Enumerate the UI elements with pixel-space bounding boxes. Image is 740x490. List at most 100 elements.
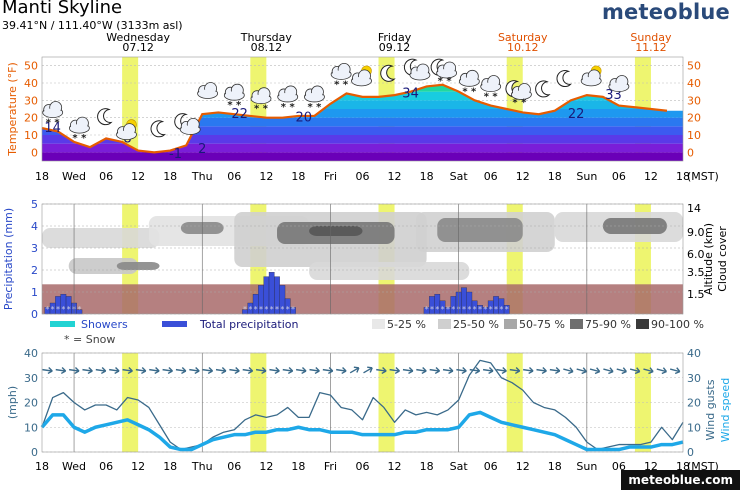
cloud-cover-patch bbox=[309, 262, 470, 280]
wind-tick-right: 20 bbox=[687, 397, 701, 410]
snow-marker: * bbox=[441, 305, 445, 314]
x-axis-top-tick: 12 bbox=[388, 170, 402, 183]
wind-direction-arrow bbox=[509, 366, 521, 375]
x-axis-top-tick: 06 bbox=[612, 170, 626, 183]
svg-text:* *: * * bbox=[254, 104, 269, 115]
snow-marker: * bbox=[264, 305, 268, 314]
x-axis-top-tick: Sat bbox=[450, 170, 469, 183]
wind-direction-arrow bbox=[322, 366, 334, 375]
wind-speed-line bbox=[40, 410, 684, 452]
day-name-2: Thursday bbox=[240, 31, 293, 44]
x-axis-bottom-tick: Wed bbox=[62, 460, 86, 473]
day-name-1: Wednesday bbox=[106, 31, 170, 44]
x-axis-top-tick: 18 bbox=[420, 170, 434, 183]
snow-marker: * bbox=[243, 305, 247, 314]
temperature-tick-left: 50 bbox=[24, 60, 38, 73]
sun-cloud-icon bbox=[580, 65, 602, 87]
snow-marker: * bbox=[446, 305, 450, 314]
wind-direction-arrow bbox=[296, 366, 307, 375]
x-axis-top-tick: 18 bbox=[163, 170, 177, 183]
wind-direction-arrow bbox=[215, 366, 227, 375]
day-date-3: 09.12 bbox=[379, 41, 411, 54]
x-axis-top-tick: 06 bbox=[227, 170, 241, 183]
x-axis-bottom-tick: 06 bbox=[612, 460, 626, 473]
snow-marker: * bbox=[45, 305, 49, 314]
temperature-tick-left: 40 bbox=[24, 77, 38, 90]
svg-text:* *: * * bbox=[438, 76, 453, 87]
wind-speed-axis-label: Wind speed bbox=[719, 378, 732, 442]
cloud-cover-patch bbox=[309, 226, 363, 236]
wind-direction-arrow bbox=[629, 367, 641, 375]
wind-tick-right: 30 bbox=[687, 372, 701, 385]
day-date-5: 11.12 bbox=[635, 41, 667, 54]
wind-tick-left: 20 bbox=[24, 397, 38, 410]
snow-marker: * bbox=[270, 305, 274, 314]
location-title: Manti Skyline bbox=[2, 0, 123, 18]
moon-icon bbox=[380, 64, 396, 82]
cloud-cover-patch bbox=[42, 228, 160, 248]
cloud-icon bbox=[197, 82, 218, 99]
wind-direction-arrow bbox=[536, 366, 547, 375]
moon-snow-icon: * * bbox=[430, 58, 458, 87]
svg-text:* *: * * bbox=[46, 118, 61, 129]
wind-direction-arrow bbox=[429, 366, 441, 375]
snow-marker: * bbox=[67, 305, 71, 314]
wind-direction-arrow bbox=[389, 366, 400, 375]
brand-logo[interactable]: meteoblue bbox=[601, 0, 730, 24]
precipitation-tick-left: 5 bbox=[31, 198, 38, 211]
x-axis-bottom-tick: Fri bbox=[324, 460, 337, 473]
snow-cloud-icon: * * bbox=[223, 83, 245, 111]
precipitation-tick-left: 1 bbox=[31, 286, 38, 299]
x-axis-top-tick: Wed bbox=[62, 170, 86, 183]
wind-tick-right: 0 bbox=[687, 446, 694, 459]
wind-direction-arrow bbox=[55, 366, 67, 375]
temperature-band bbox=[42, 135, 683, 144]
x-axis-bottom-tick: 18 bbox=[420, 460, 434, 473]
altitude-tick-right: 3.5 bbox=[687, 266, 705, 279]
wind-direction-arrow bbox=[149, 366, 160, 375]
footer-brand-link[interactable]: meteoblue.com bbox=[621, 470, 740, 490]
wind-gust-line bbox=[41, 359, 684, 451]
wind-direction-arrow bbox=[269, 366, 280, 375]
moon-cloud-icon bbox=[403, 58, 431, 81]
wind-direction-arrow bbox=[282, 366, 294, 375]
snow-cloud-icon: * * bbox=[458, 69, 480, 97]
temperature-value-label: 2 bbox=[198, 142, 206, 157]
cloud-icon bbox=[608, 75, 630, 92]
x-axis-bottom-tick: 12 bbox=[644, 460, 658, 473]
cloud-cover-legend-label: 25-50 % bbox=[453, 318, 499, 331]
x-axis-bottom-tick: 18 bbox=[291, 460, 305, 473]
wind-direction-arrow bbox=[576, 367, 587, 375]
snow-marker: * bbox=[505, 305, 509, 314]
snow-cloud-icon: * * bbox=[250, 87, 272, 115]
temperature-value-label: 14 bbox=[44, 121, 61, 136]
wind-direction-arrow bbox=[82, 366, 93, 375]
snow-marker: * bbox=[280, 305, 284, 314]
wind-axis-label: (mph) bbox=[6, 386, 19, 419]
sun-cloud-icon bbox=[351, 65, 372, 87]
temperature-value-label: 22 bbox=[231, 107, 248, 122]
x-axis-bottom-tick: Sun bbox=[576, 460, 597, 473]
moon-snow-icon: * * bbox=[505, 80, 532, 108]
cloud-cover-legend-swatch bbox=[636, 319, 649, 329]
temperature-band bbox=[42, 126, 683, 135]
wind-direction-arrow bbox=[496, 366, 507, 375]
svg-text:* *: * * bbox=[281, 102, 296, 113]
x-axis-top-tick: 12 bbox=[516, 170, 530, 183]
precipitation-tick-left: 2 bbox=[31, 264, 38, 277]
svg-text:* *: * * bbox=[227, 100, 242, 111]
svg-text:* *: * * bbox=[512, 97, 527, 108]
wind-direction-arrow bbox=[162, 366, 173, 375]
wind-direction-arrow bbox=[442, 366, 454, 375]
temperature-value-label: -1 bbox=[169, 147, 182, 162]
x-axis-bottom-tick: 12 bbox=[131, 460, 145, 473]
snow-marker: * bbox=[467, 305, 471, 314]
cloud-cover-legend-swatch bbox=[570, 319, 583, 329]
wind-direction-arrow bbox=[349, 366, 360, 374]
x-axis-bottom-tick: 12 bbox=[516, 460, 530, 473]
svg-text:* *: * * bbox=[484, 92, 499, 103]
temperature-tick-right: 20 bbox=[687, 112, 701, 125]
temperature-axis-label: Temperature (°F) bbox=[6, 62, 19, 157]
wind-frame bbox=[41, 352, 684, 453]
